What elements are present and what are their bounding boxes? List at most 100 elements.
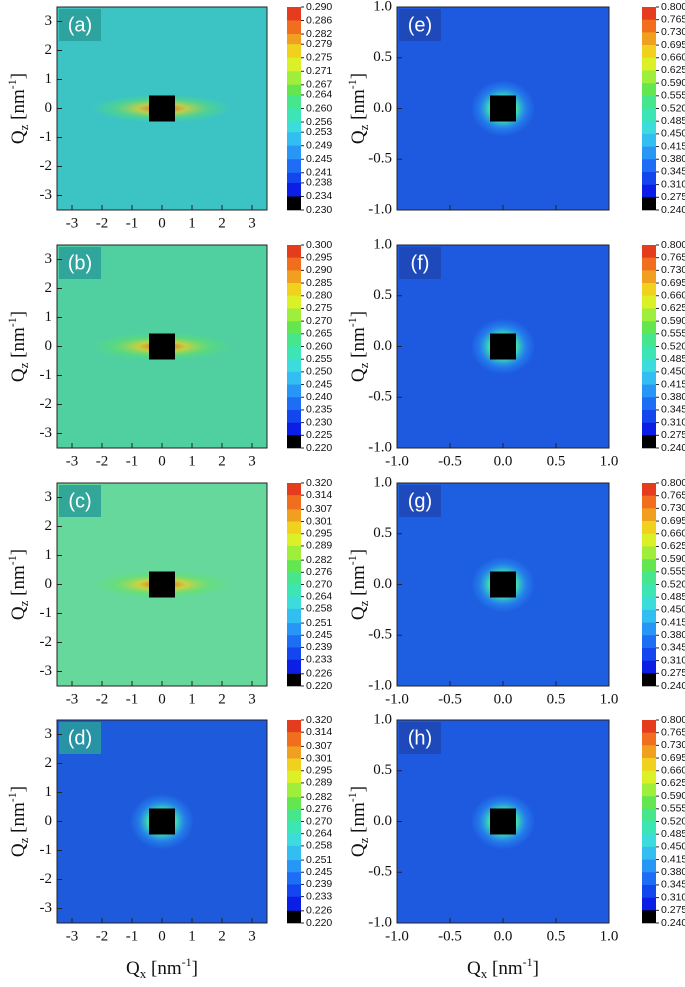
colorbar-tick-label: 0.301 <box>306 752 332 764</box>
x-axis-label-part: x <box>481 966 488 981</box>
x-tick-label: 3 <box>248 453 256 469</box>
y-axis-label-part: Q <box>8 606 29 620</box>
y-tick-label: -0.5 <box>368 627 392 643</box>
colorbar-band <box>287 509 301 522</box>
colorbar-tick-label: 0.286 <box>306 14 332 26</box>
panel: (g) -1.0 -0.5 0.0 0.5 1.0 -1.0 -0.5 0.0 0.5 1.0 Qz … <box>345 474 685 707</box>
panel: (f) -1.0 -0.5 0.0 0.5 1.0 -1.0 -0.5 0.0 0.5 1.0 Qz … <box>345 236 685 469</box>
colorbar-band <box>642 283 656 297</box>
x-tick-label: 1 <box>188 691 196 707</box>
label-box <box>59 485 101 517</box>
colorbar-tick-label: 0.226 <box>306 668 332 680</box>
colorbar-tick-label: 0.250 <box>306 366 332 378</box>
beam-stop <box>149 571 175 598</box>
colorbar-tick-label: 0.765 <box>661 489 685 501</box>
colorbar-tick-label: 0.285 <box>306 277 332 289</box>
label-box <box>399 9 441 41</box>
colorbar-tick-label: 0.415 <box>661 140 685 152</box>
colorbar-tick-label: 0.271 <box>306 65 332 77</box>
colorbar-band <box>642 346 656 360</box>
colorbar-tick-label: 0.590 <box>661 790 685 802</box>
y-tick-label: -1.0 <box>368 201 392 217</box>
colorbar-tick-label: 0.590 <box>661 315 685 327</box>
colorbar-band <box>642 108 656 122</box>
colorbar-band <box>642 660 656 674</box>
colorbar-tick-label: 0.520 <box>661 578 685 590</box>
y-axis-label-part: -1 <box>345 79 359 89</box>
x-tick-label: 1.0 <box>600 691 619 707</box>
y-tick-label: 1.0 <box>373 236 392 252</box>
y-tick-label: -2 <box>40 871 53 887</box>
y-tick-label: 3 <box>45 13 53 29</box>
colorbar-tick-label: 0.251 <box>306 854 332 866</box>
colorbar-tick-label: 0.260 <box>306 340 332 352</box>
colorbar-tick-label: 0.485 <box>661 591 685 603</box>
y-axis-label-part: z <box>356 124 371 130</box>
colorbar-tick-label: 0.240 <box>306 391 332 403</box>
x-axis-label-part: Q <box>467 958 481 979</box>
colorbar-band <box>642 834 656 848</box>
colorbar-band <box>287 910 301 924</box>
y-tick-label: -1 <box>40 842 53 858</box>
colorbar-band <box>287 770 301 784</box>
label-box <box>59 722 101 754</box>
colorbar-band <box>287 584 301 597</box>
colorbar-tick-label: 0.226 <box>306 905 332 917</box>
y-tick-label: 1.0 <box>373 711 392 727</box>
colorbar-tick-label: 0.345 <box>661 166 685 178</box>
colorbar-tick-label: 0.555 <box>661 803 685 815</box>
colorbar-band <box>642 70 656 84</box>
colorbar-tick-label: 0.695 <box>661 277 685 289</box>
y-tick-label: 0.0 <box>373 813 392 829</box>
colorbar-tick-label: 0.220 <box>306 680 332 692</box>
colorbar-band <box>642 184 656 198</box>
colorbar-tick-label: 0.625 <box>661 302 685 314</box>
colorbar-band <box>642 397 656 411</box>
colorbar-band <box>287 884 301 897</box>
y-axis-label-part: z <box>16 124 31 130</box>
colorbar-band <box>642 808 656 822</box>
y-axis-label-part: -1 <box>5 792 19 802</box>
colorbar-tick-label: 0.380 <box>661 629 685 641</box>
colorbar-tick-label: 0.310 <box>661 416 685 428</box>
y-tick-label: -3 <box>40 425 53 441</box>
colorbar-tick-label: 0.307 <box>306 503 332 515</box>
colorbar-band <box>642 635 656 649</box>
y-axis-label-part: ] <box>348 549 369 555</box>
colorbar-tick-label: 0.240 <box>661 680 685 692</box>
colorbar-tick-label: 0.520 <box>661 340 685 352</box>
colorbar-band <box>287 71 301 86</box>
colorbar-tick-label: 0.695 <box>661 515 685 527</box>
y-tick-label: 0 <box>45 813 53 829</box>
y-axis-label: Qz [nm-1] <box>345 549 371 620</box>
colorbar-band <box>287 495 301 510</box>
colorbar-tick-label: 0.290 <box>306 264 332 276</box>
colorbar-tick-label: 0.282 <box>306 791 332 803</box>
y-tick-label: 3 <box>45 489 53 505</box>
colorbar-tick-label: 0.258 <box>306 840 332 852</box>
colorbar-band <box>642 146 656 160</box>
colorbar-band <box>642 508 656 522</box>
y-tick-label: 0 <box>45 576 53 592</box>
y-axis-label-part: z <box>356 600 371 606</box>
y-axis-label: Qz [nm-1] <box>345 786 371 857</box>
x-tick-label: 1.0 <box>600 928 619 944</box>
colorbar-band <box>287 84 301 96</box>
colorbar-band <box>287 321 301 335</box>
colorbar-band <box>642 559 656 573</box>
colorbar-tick-label: 0.450 <box>661 128 685 140</box>
colorbar-tick-label: 0.290 <box>306 1 332 13</box>
colorbar-band <box>642 270 656 284</box>
colorbar-band <box>287 560 301 573</box>
x-tick-label: -1 <box>126 928 139 944</box>
colorbar-band <box>287 845 301 861</box>
colorbar-band <box>287 409 301 423</box>
colorbar-band <box>287 720 301 733</box>
colorbar-tick-label: 0.249 <box>306 139 332 151</box>
label-box <box>399 485 441 517</box>
colorbar-band <box>287 758 301 772</box>
colorbar-tick-label: 0.765 <box>661 251 685 263</box>
y-tick-label: -3 <box>40 663 53 679</box>
